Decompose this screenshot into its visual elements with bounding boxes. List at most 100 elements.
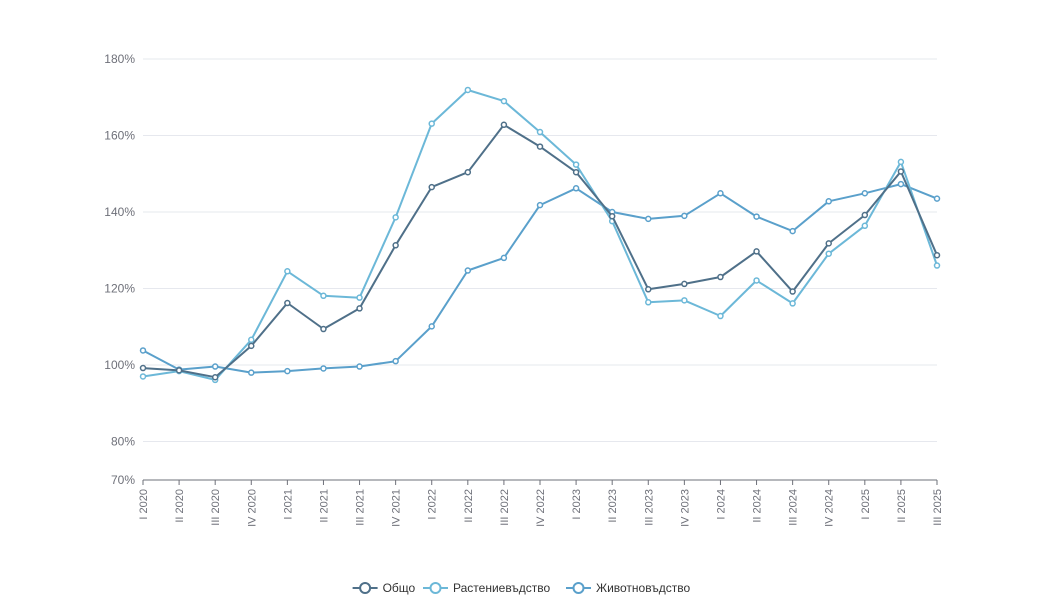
legend: Общо Растениевъдство Животновъдство — [352, 581, 690, 595]
x-tick-label: IV 2022 — [535, 489, 547, 527]
data-point[interactable] — [825, 198, 832, 205]
y-axis: 70% 80% 100% 120% 140% 160% 180% — [104, 52, 135, 487]
data-point[interactable] — [825, 240, 832, 247]
data-point[interactable] — [428, 120, 435, 127]
data-point[interactable] — [464, 86, 472, 94]
data-point[interactable] — [897, 168, 905, 175]
y-tick-label: 100% — [104, 358, 135, 372]
data-point[interactable] — [320, 292, 327, 300]
data-point[interactable] — [608, 212, 616, 220]
data-point[interactable] — [284, 268, 291, 275]
data-point[interactable] — [681, 280, 688, 288]
data-point[interactable] — [392, 214, 399, 221]
data-point[interactable] — [248, 369, 255, 376]
x-tick-label: II 2024 — [752, 489, 764, 523]
data-point[interactable] — [248, 342, 255, 350]
data-point[interactable] — [645, 286, 652, 293]
x-tick-label: IV 2021 — [391, 489, 403, 527]
data-point[interactable] — [320, 325, 327, 333]
series-line — [142, 123, 938, 379]
data-point[interactable] — [500, 97, 508, 105]
data-point[interactable] — [861, 211, 869, 219]
x-axis: I 2020 II 2020 III 2020 IV 2020 I 2021 II 202… — [138, 479, 944, 527]
data-point[interactable] — [753, 248, 760, 255]
data-point[interactable] — [933, 251, 941, 259]
x-tick-label: II 2025 — [896, 489, 908, 523]
data-point[interactable] — [536, 143, 544, 150]
data-point[interactable] — [392, 357, 399, 365]
data-point[interactable] — [356, 294, 363, 301]
x-tick-label: III 2024 — [788, 489, 800, 526]
legend-swatch-marker — [572, 582, 585, 594]
grid-lines — [143, 58, 937, 442]
data-point[interactable] — [681, 212, 688, 220]
data-point[interactable] — [356, 363, 363, 370]
data-point[interactable] — [933, 195, 941, 202]
data-point[interactable] — [861, 190, 869, 197]
data-point[interactable] — [500, 254, 508, 262]
data-point[interactable] — [789, 227, 796, 235]
data-point[interactable] — [717, 312, 724, 320]
legend-label: Растениевъдство — [453, 581, 551, 595]
series-0 — [139, 121, 941, 381]
data-point[interactable] — [211, 373, 219, 381]
data-point[interactable] — [284, 367, 291, 375]
data-point[interactable] — [248, 336, 255, 344]
x-tick-label: II 2023 — [607, 489, 619, 523]
data-point[interactable] — [572, 168, 580, 176]
legend-item[interactable]: Животновъдство — [566, 581, 690, 595]
x-tick-label: I 2023 — [571, 489, 583, 520]
data-point[interactable] — [139, 373, 147, 380]
x-tick-label: I 2022 — [427, 489, 439, 520]
data-point[interactable] — [717, 190, 724, 197]
data-point[interactable] — [572, 185, 580, 192]
data-point[interactable] — [789, 300, 796, 307]
data-point[interactable] — [392, 242, 399, 249]
legend-swatch-marker — [359, 582, 372, 594]
data-point[interactable] — [536, 128, 544, 136]
legend-label: Животновъдство — [596, 581, 690, 595]
data-point[interactable] — [428, 323, 435, 330]
legend-item[interactable]: Растениевъдство — [423, 581, 551, 595]
x-tick-label: II 2021 — [318, 489, 330, 523]
data-point[interactable] — [897, 180, 905, 188]
data-point[interactable] — [464, 168, 472, 176]
data-point[interactable] — [681, 297, 688, 304]
legend-label: Общо — [383, 581, 416, 595]
x-tick-label: IV 2023 — [679, 489, 691, 527]
x-tick-label: IV 2020 — [246, 489, 258, 527]
data-point[interactable] — [645, 299, 652, 306]
data-point[interactable] — [356, 305, 363, 312]
data-point[interactable] — [753, 277, 760, 284]
legend-item[interactable]: Общо — [352, 581, 416, 595]
data-point[interactable] — [645, 215, 652, 223]
x-tick-label: II 2020 — [174, 489, 186, 523]
data-point[interactable] — [861, 222, 869, 230]
x-tick-label: III 2022 — [499, 489, 511, 526]
data-point[interactable] — [536, 201, 544, 209]
data-point[interactable] — [211, 363, 219, 370]
data-point[interactable] — [753, 213, 760, 220]
data-point[interactable] — [320, 365, 327, 372]
data-point[interactable] — [717, 273, 724, 281]
y-tick-label: 160% — [104, 129, 135, 143]
data-point[interactable] — [572, 161, 580, 168]
y-tick-label: 140% — [104, 205, 135, 219]
y-tick-label: 80% — [111, 435, 135, 449]
x-tick-label: III 2020 — [210, 489, 222, 526]
data-point[interactable] — [789, 288, 796, 295]
data-point[interactable] — [175, 367, 183, 374]
data-point[interactable] — [500, 121, 508, 129]
data-point[interactable] — [897, 158, 905, 166]
data-point[interactable] — [933, 262, 941, 269]
x-tick-label: II 2022 — [463, 489, 475, 523]
data-point[interactable] — [825, 250, 832, 257]
data-point[interactable] — [464, 267, 472, 274]
data-point[interactable] — [139, 347, 147, 354]
x-tick-label: I 2024 — [715, 489, 727, 520]
y-tick-label: 180% — [104, 52, 135, 66]
data-point[interactable] — [428, 183, 435, 191]
data-point[interactable] — [284, 299, 291, 307]
data-point[interactable] — [139, 364, 147, 372]
